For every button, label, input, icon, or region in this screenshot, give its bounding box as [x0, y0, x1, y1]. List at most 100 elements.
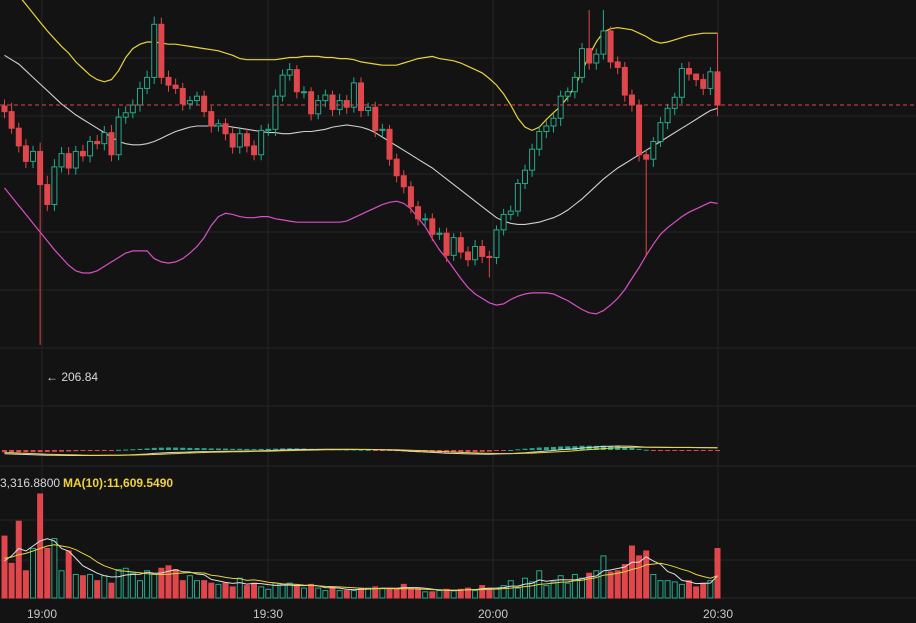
volume-bar	[215, 583, 222, 599]
volume-bar	[236, 577, 243, 599]
macd-histogram-bar	[87, 450, 93, 451]
low-price-marker: ← 206.84	[46, 370, 98, 384]
volume-bar	[101, 575, 108, 599]
volume-bar	[429, 591, 436, 599]
macd-histogram-bar	[565, 446, 571, 450]
volume-bar	[636, 555, 643, 599]
macd-histogram-bar	[173, 447, 179, 450]
volume-bar	[422, 591, 429, 599]
candle-body	[643, 154, 650, 160]
volume-bar	[308, 583, 315, 599]
macd-histogram-bar	[543, 447, 549, 450]
candle-body	[564, 91, 571, 97]
candle-body	[1, 105, 8, 113]
candle-body	[607, 30, 614, 63]
volume-bar	[643, 550, 650, 599]
volume-bar	[65, 550, 72, 599]
candle-body	[129, 104, 136, 114]
candle-body	[51, 166, 58, 205]
macd-panel	[2, 445, 720, 456]
volume-bar	[664, 580, 671, 599]
candle-body	[579, 48, 586, 78]
macd-histogram-bar	[265, 448, 271, 450]
candle-body	[172, 84, 179, 89]
macd-histogram-bar	[650, 450, 656, 451]
candle-body	[72, 150, 79, 169]
volume-bar	[122, 567, 129, 599]
macd-histogram-bar	[94, 450, 100, 451]
volume-bar	[450, 590, 457, 599]
macd-histogram-bar	[636, 448, 642, 450]
candle-body	[365, 106, 372, 112]
volume-bar	[550, 581, 557, 599]
candle-body	[300, 91, 307, 94]
volume-legend: 3,316.8800 MA(10):11,609.5490	[0, 476, 173, 490]
macd-histogram-bar	[358, 449, 364, 451]
macd-histogram-bar	[715, 450, 720, 451]
macd-dea-line	[4, 446, 718, 456]
candle-body	[614, 61, 621, 68]
candle-body	[536, 131, 543, 150]
volume-bar	[158, 567, 165, 599]
candle-body	[8, 111, 15, 129]
candle-body	[714, 71, 721, 106]
macd-histogram-bar	[672, 450, 678, 451]
volume-bar	[201, 580, 208, 599]
volume-bar	[322, 590, 329, 599]
candle-body	[30, 150, 37, 162]
candle-body	[507, 210, 514, 215]
candle-body	[94, 140, 101, 145]
macd-histogram-bar	[593, 445, 599, 450]
volume-bar	[707, 580, 714, 599]
volume-bar	[293, 585, 300, 599]
candle-body	[707, 71, 714, 89]
volume-bar	[144, 570, 151, 599]
macd-histogram-bar	[137, 448, 143, 450]
volume-bar	[514, 587, 521, 599]
volume-bar	[386, 588, 393, 599]
candle-body	[293, 69, 300, 93]
candle-body	[521, 169, 528, 184]
volume-panel	[1, 493, 721, 599]
volume-bar	[30, 547, 37, 599]
candle-body	[122, 112, 129, 118]
candle-body	[400, 175, 407, 188]
candle-body	[407, 186, 414, 208]
macd-histogram-bar	[536, 447, 542, 450]
candle-body	[279, 74, 286, 97]
volume-bar	[129, 572, 136, 599]
candle-body	[636, 104, 643, 156]
volume-bar	[258, 586, 265, 599]
candle-body	[436, 232, 443, 235]
macd-histogram-bar	[465, 450, 471, 453]
candle-body	[329, 94, 336, 110]
volume-bar	[286, 582, 293, 599]
candle-body	[685, 68, 692, 75]
candle-body	[186, 100, 193, 105]
candle-body	[44, 184, 51, 205]
candlestick-series[interactable]	[1, 9, 721, 345]
candle-body	[379, 128, 386, 131]
macd-histogram-bar	[479, 450, 485, 452]
volume-bar	[529, 581, 536, 599]
volume-bar	[436, 590, 443, 599]
candle-body	[136, 87, 143, 106]
volume-bar	[251, 582, 258, 599]
macd-histogram-bar	[665, 450, 671, 451]
volume-bar	[186, 575, 193, 599]
x-tick-label: 19:00	[27, 607, 57, 621]
candle-body	[450, 237, 457, 256]
candle-body	[201, 95, 208, 113]
candle-body	[144, 76, 151, 89]
candle-body	[343, 100, 350, 108]
macd-histogram-bar	[657, 450, 663, 451]
volume-bar	[714, 547, 721, 599]
macd-histogram-bar	[508, 450, 514, 451]
volume-bar	[8, 562, 15, 599]
volume-bar	[365, 587, 372, 599]
macd-histogram-bar	[558, 446, 564, 450]
candle-body	[586, 48, 593, 64]
candle-body	[529, 148, 536, 171]
